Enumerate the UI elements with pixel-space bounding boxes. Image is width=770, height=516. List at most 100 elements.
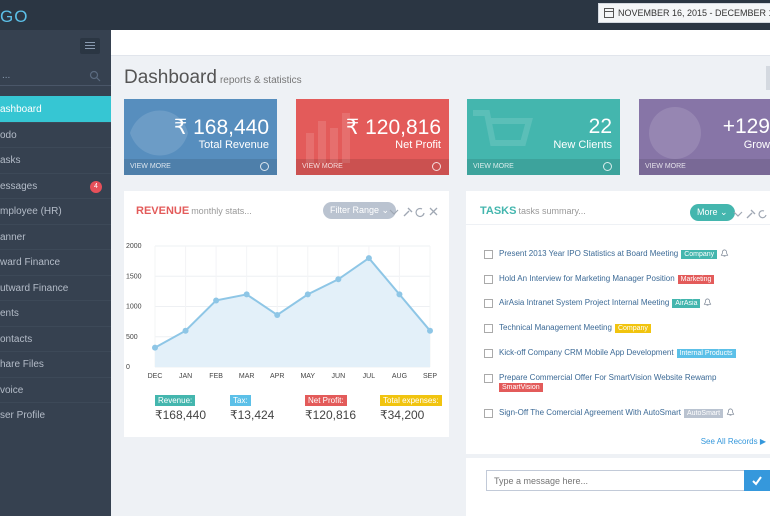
collapse-icon[interactable] (733, 211, 743, 217)
logo[interactable]: GO (0, 7, 29, 26)
filter-range-button[interactable]: Filter Range ⌄ (323, 202, 397, 219)
more-button[interactable]: More ⌄ (690, 204, 735, 221)
stat-value: ₹ 120,816 (345, 116, 441, 139)
view-more-link[interactable]: VIEW MORE (639, 159, 770, 175)
task-label: AirAsia Intranet System Project Internal… (499, 298, 670, 307)
legend-revenue: Revenue: ₹168,440 (155, 394, 206, 422)
legend-total-expenses: Total expenses: ₹34,200 (380, 394, 442, 422)
x-tick-label: DEC (148, 373, 163, 380)
y-tick-label: 0 (126, 364, 130, 371)
sidebar-item-label: mployee (HR) (0, 206, 62, 217)
task-tag: SmartVision (499, 383, 543, 392)
sidebar-search-input[interactable]: ... (2, 70, 11, 81)
sidebar-item-label: asks (0, 155, 21, 166)
task-checkbox[interactable] (484, 250, 493, 259)
task-checkbox[interactable] (484, 409, 493, 418)
view-more-link[interactable]: VIEW MORE (124, 159, 277, 175)
x-tick-label: FEB (209, 373, 223, 380)
sidebar-item-label: odo (0, 129, 17, 141)
wrench-icon[interactable] (746, 209, 756, 219)
y-tick-label: 1500 (126, 273, 142, 280)
task-checkbox[interactable] (484, 299, 493, 308)
chat-box (466, 458, 770, 516)
sidebar-item-label: ents (0, 308, 19, 319)
filter-range-label: Filter Range (330, 205, 380, 215)
sidebar-item-dashboard[interactable]: ashboard (0, 96, 111, 122)
sidebar-search[interactable]: ... (0, 66, 111, 86)
sidebar-item-employee[interactable]: mployee (HR) (0, 198, 111, 224)
x-tick-label: MAY (300, 373, 315, 380)
sidebar-item-contacts[interactable]: ontacts (0, 325, 111, 352)
send-button[interactable] (744, 470, 770, 491)
revenue-line (154, 256, 431, 349)
date-range-picker[interactable]: NOVEMBER 16, 2015 - DECEMBER 15, 201 (598, 3, 770, 23)
sidebar-item-invoice[interactable]: voice (0, 376, 111, 403)
stat-label: New Clients (553, 139, 612, 151)
task-checkbox[interactable] (484, 324, 493, 333)
sidebar-item-label: ser Profile (0, 410, 46, 421)
wrench-icon[interactable] (403, 207, 413, 217)
see-all-records-link[interactable]: See All Records ▶ (700, 437, 766, 446)
data-point (182, 327, 189, 334)
sidebar-item-events[interactable]: ents (0, 300, 111, 326)
data-point (365, 255, 372, 262)
sidebar-item-todo[interactable]: odo (0, 121, 111, 148)
stat-card-net-profit: ₹ 120,816 Net Profit VIEW MORE (296, 99, 449, 175)
task-text: Hold An Interview for Marketing Manager … (499, 274, 715, 284)
task-tag: Internal Products (676, 349, 736, 358)
collapse-icon[interactable] (389, 209, 399, 215)
revenue-title: REVENUE (136, 205, 190, 217)
task-label: Present 2013 Year IPO Statistics at Boar… (499, 249, 679, 258)
sidebar-item-planner[interactable]: anner (0, 223, 111, 250)
legend-value: ₹13,424 (230, 408, 275, 422)
wallet-icon (130, 110, 188, 156)
task-checkbox[interactable] (484, 275, 493, 284)
legend-tax: Tax: ₹13,424 (230, 394, 274, 422)
sidebar-item-outward-finance[interactable]: utward Finance (0, 274, 111, 301)
arrow-right-icon (603, 162, 612, 171)
view-more-link[interactable]: VIEW MORE (467, 159, 620, 175)
task-label: Kick-off Company CRM Mobile App Developm… (499, 348, 674, 357)
task-label: Sign-Off The Comercial Agreement With Au… (499, 408, 682, 417)
view-more-label: VIEW MORE (130, 163, 171, 170)
sidebar-item-inward-finance[interactable]: ward Finance (0, 249, 111, 275)
more-label: More (697, 207, 718, 217)
quick-sidebar-toggle[interactable] (766, 66, 770, 90)
data-point (427, 327, 433, 334)
task-tag: AutoSmart (684, 409, 724, 418)
task-checkbox[interactable] (484, 349, 493, 358)
reload-icon[interactable] (758, 210, 767, 219)
sidebar-item-messages[interactable]: essages 4 (0, 172, 111, 199)
message-input[interactable] (486, 470, 748, 491)
task-text: Kick-off Company CRM Mobile App Developm… (499, 348, 736, 358)
sidebar-item-label: ashboard (0, 104, 42, 115)
sidebar-item-label: essages (0, 180, 38, 192)
x-tick-label: SEP (423, 373, 437, 380)
data-point (396, 291, 403, 298)
revenue-chart: 0 500 1000 1500 2000 DEC JAN FEB MAR APR MAY JUN JUL… (126, 243, 437, 380)
task-text: Prepare Commercial Offer For SmartVision… (499, 373, 716, 392)
reload-icon[interactable] (415, 207, 425, 218)
sidebar: ... ashboard odo asks essages 4 mployee (… (0, 30, 111, 516)
view-more-link[interactable]: VIEW MORE (296, 159, 449, 175)
search-icon[interactable] (89, 70, 101, 82)
sidebar-menu: ashboard odo asks essages 4 mployee (HR) … (0, 96, 111, 428)
x-tick-label: JUL (363, 373, 376, 380)
sidebar-item-share-files[interactable]: hare Files (0, 351, 111, 377)
sidebar-toggle-button[interactable] (80, 38, 100, 54)
sidebar-item-user-profile[interactable]: ser Profile (0, 402, 111, 428)
x-tick-label: AUG (392, 373, 407, 380)
calendar-icon (604, 8, 614, 18)
close-icon[interactable] (429, 207, 438, 216)
legend-tag: Total expenses: (380, 395, 442, 406)
bell-icon (726, 408, 735, 416)
task-checkbox[interactable] (484, 374, 493, 383)
data-point (304, 291, 311, 298)
revenue-caption: monthly stats... (191, 206, 252, 216)
sidebar-item-tasks[interactable]: asks (0, 147, 111, 173)
data-point (152, 344, 158, 351)
arrow-right-icon (260, 162, 269, 171)
task-text: Technical Management Meeting Company (499, 323, 651, 333)
divider (466, 224, 770, 225)
legend-value: ₹168,440 (155, 408, 207, 422)
